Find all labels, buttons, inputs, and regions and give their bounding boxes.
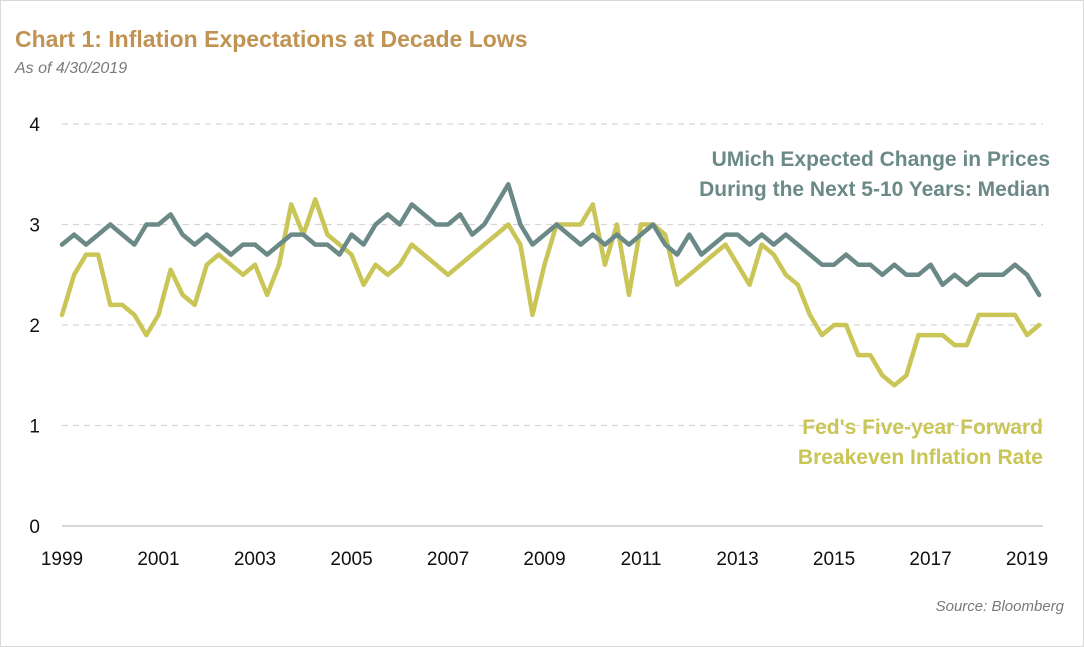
series-annotations: UMich Expected Change in Prices During th… — [699, 148, 1050, 469]
x-tick-label: 2013 — [716, 549, 758, 570]
x-tick-label: 2015 — [813, 549, 855, 570]
chart-subtitle: As of 4/30/2019 — [15, 60, 128, 77]
source-note: Source: Bloomberg — [935, 598, 1064, 615]
x-tick-label: 2005 — [330, 549, 372, 570]
x-tick-label: 1999 — [41, 549, 83, 570]
x-tick-label: 2009 — [523, 549, 565, 570]
y-tick-label: 0 — [29, 517, 40, 538]
breakeven-annotation: Fed's Five-year Forward Breakeven Inflati… — [798, 416, 1043, 469]
y-tick-label: 4 — [29, 115, 40, 136]
x-tick-label: 2011 — [621, 549, 662, 570]
series-lines — [59, 182, 1042, 388]
x-tick-label: 2019 — [1006, 549, 1048, 570]
umich-line — [59, 182, 1042, 298]
y-tick-label: 3 — [29, 216, 40, 237]
x-tick-label: 2001 — [137, 549, 179, 570]
y-tick-label: 1 — [29, 417, 40, 438]
umich-annotation: UMich Expected Change in Prices During th… — [699, 148, 1050, 201]
y-tick-label: 2 — [29, 316, 40, 337]
gridlines — [62, 123, 1043, 427]
x-tick-label: 2007 — [427, 549, 469, 570]
breakeven-line — [59, 197, 1042, 388]
x-tick-label: 2003 — [234, 549, 276, 570]
x-axis-ticks: 1999 2001 2003 2005 2007 2009 2011 2013 2015 2017… — [41, 549, 1048, 570]
x-tick-label: 2017 — [909, 549, 951, 570]
chart-title: Chart 1: Inflation Expectations at Decad… — [15, 26, 528, 52]
y-axis-ticks: 0 1 2 3 4 — [29, 115, 40, 538]
